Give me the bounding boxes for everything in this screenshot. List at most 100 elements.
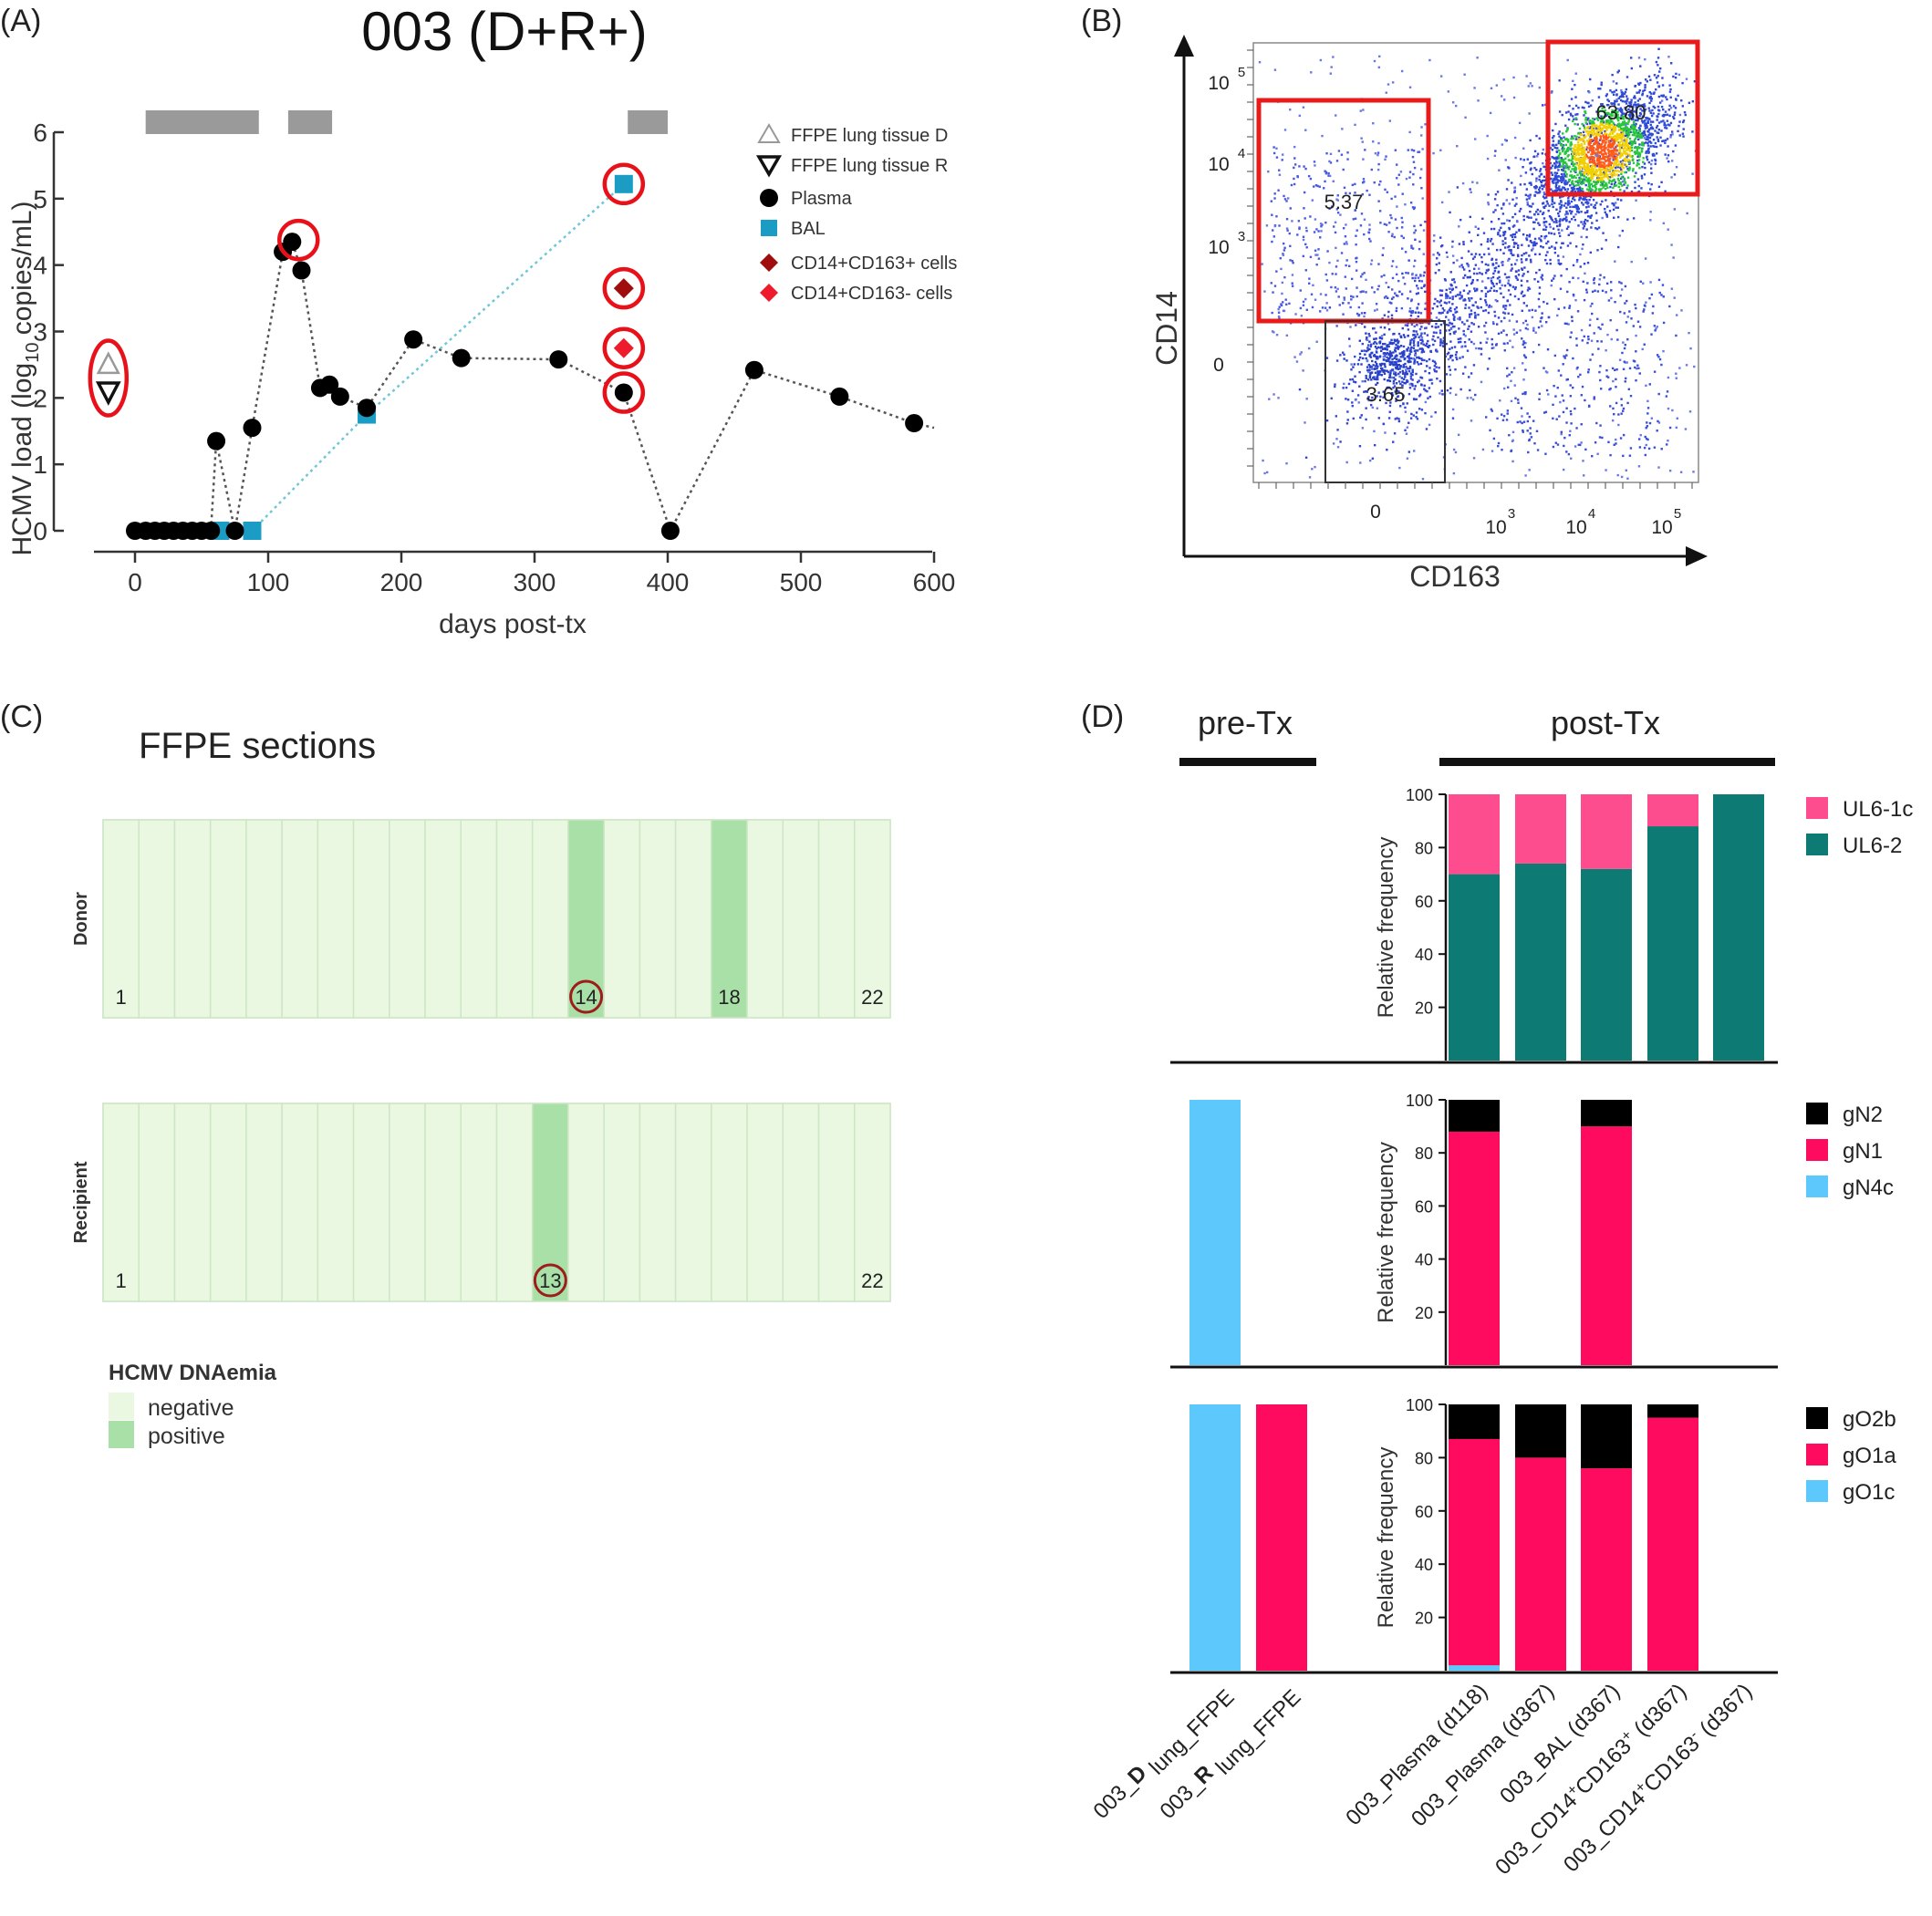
b-event: [1435, 263, 1439, 266]
b-event: [1646, 126, 1648, 129]
b-event: [1613, 125, 1615, 128]
b-event: [1608, 157, 1612, 160]
b-event: [1324, 172, 1328, 175]
b-event: [1414, 385, 1417, 388]
b-event: [1590, 203, 1593, 206]
b-event: [1626, 299, 1628, 303]
b-event: [1343, 357, 1345, 360]
b-event: [1385, 295, 1387, 298]
b-event: [1578, 127, 1582, 130]
b-event: [1674, 144, 1678, 147]
b-event: [1615, 401, 1618, 405]
b-event: [1652, 305, 1655, 308]
b-event: [1528, 195, 1531, 198]
b-event: [1277, 307, 1280, 311]
b-event: [1490, 227, 1493, 231]
b-event: [1457, 433, 1460, 437]
b-event: [1613, 174, 1616, 177]
b-event: [1630, 317, 1633, 320]
b-event: [1605, 349, 1607, 352]
b-event: [1464, 116, 1467, 119]
b-event: [1598, 283, 1601, 286]
b-event: [1298, 226, 1301, 229]
b-event: [1641, 165, 1644, 169]
b-event: [1420, 332, 1423, 335]
b-event: [1594, 183, 1596, 187]
d-y-tick-label: 60: [1415, 1197, 1433, 1216]
b-event: [1614, 128, 1617, 131]
b-event: [1361, 380, 1364, 383]
b-event: [1587, 205, 1590, 208]
b-event: [1686, 212, 1688, 215]
b-event: [1393, 361, 1397, 364]
b-event: [1414, 352, 1418, 355]
b-event: [1629, 109, 1632, 112]
b-event: [1621, 170, 1624, 173]
b-event: [1408, 290, 1412, 293]
b-event: [1599, 378, 1602, 382]
b-event: [1558, 224, 1562, 227]
b-event: [1543, 103, 1547, 107]
b-event: [1447, 90, 1450, 93]
b-event: [1396, 177, 1398, 180]
b-event: [1555, 208, 1558, 211]
b-event: [1460, 264, 1463, 266]
b-event: [1607, 135, 1611, 139]
b-event: [1279, 257, 1282, 260]
b-event: [1649, 219, 1652, 222]
b-event: [1636, 119, 1639, 122]
b-event: [1628, 167, 1631, 171]
b-event: [1632, 129, 1636, 131]
b-event: [1557, 141, 1561, 145]
b-event: [1452, 314, 1455, 316]
b-event: [1581, 106, 1584, 109]
b-event: [1401, 326, 1404, 330]
b-event: [1332, 180, 1335, 182]
b-event: [1522, 218, 1526, 222]
b-event: [1612, 407, 1615, 410]
b-event: [1633, 131, 1636, 134]
b-event: [1583, 175, 1585, 178]
b-event: [1445, 294, 1449, 297]
b-event: [1643, 162, 1646, 165]
b-event: [1601, 178, 1604, 181]
b-event: [1631, 141, 1634, 144]
b-event: [1613, 204, 1615, 207]
b-event: [1410, 149, 1414, 151]
b-event: [1593, 278, 1595, 282]
b-event: [1595, 227, 1599, 231]
b-event: [1472, 342, 1476, 346]
b-event: [1615, 152, 1617, 156]
b-event: [1281, 281, 1284, 285]
gate-label: 63.80: [1595, 101, 1646, 124]
b-event: [1375, 331, 1377, 334]
b-event: [1597, 130, 1600, 134]
b-event: [1572, 108, 1574, 110]
b-event: [1626, 401, 1629, 405]
b-event: [1354, 209, 1356, 212]
b-event: [1572, 197, 1574, 200]
b-event: [1589, 104, 1593, 107]
b-event: [1634, 181, 1636, 183]
b-event: [1581, 181, 1584, 184]
b-event: [1558, 130, 1561, 133]
b-event: [1590, 172, 1593, 176]
d-bar-segment: [1449, 1131, 1500, 1365]
b-event: [1490, 408, 1493, 411]
b-event: [1387, 296, 1389, 300]
b-event: [1387, 322, 1390, 326]
b-event: [1563, 170, 1566, 173]
b-event: [1409, 347, 1412, 351]
b-event: [1624, 143, 1626, 146]
b-event: [1487, 264, 1490, 266]
b-event: [1581, 173, 1584, 177]
b-event: [1619, 107, 1622, 109]
b-event: [1584, 153, 1588, 156]
b-event: [1575, 206, 1578, 209]
b-event: [1584, 154, 1586, 158]
b-event: [1602, 145, 1605, 149]
b-event: [1293, 166, 1295, 170]
b-event: [1266, 471, 1269, 474]
a-x-tick-label: 0: [128, 568, 142, 596]
